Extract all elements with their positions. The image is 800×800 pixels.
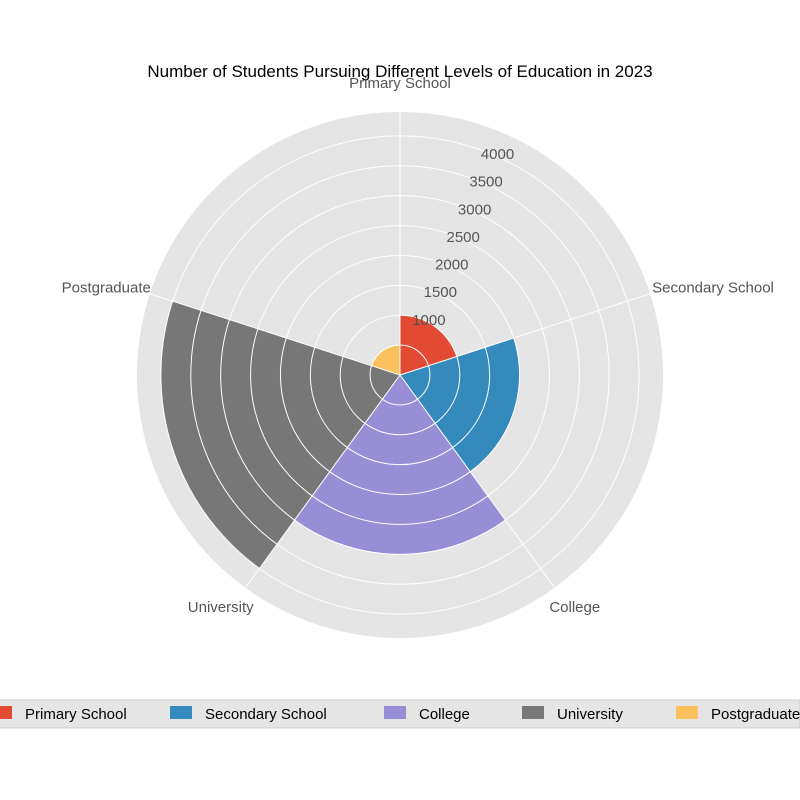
radial-tick-label: 1000 (412, 312, 445, 329)
grid-spoke (399, 374, 555, 589)
grid-spoke (399, 293, 651, 376)
legend: Primary School Secondary School College Uni… (0, 699, 800, 729)
legend-label-postgraduate: Postgraduate (711, 706, 800, 723)
radial-tick-label: 4000 (481, 146, 514, 163)
sector-postgraduate (371, 345, 400, 375)
sector-primary-school (400, 315, 457, 375)
legend-swatch-primary-school (0, 706, 12, 719)
radial-tick-label: 2500 (447, 229, 480, 246)
polar-grid (149, 112, 651, 615)
grid-spoke (149, 293, 401, 376)
legend-label-college: College (419, 706, 470, 723)
legend-swatch-secondary-school (170, 706, 192, 719)
radial-tick-label: 3500 (469, 174, 502, 191)
legend-label-primary-school: Primary School (25, 706, 127, 723)
category-label-postgraduate: Postgraduate (62, 280, 151, 297)
category-label-primary-school: Primary School (349, 75, 451, 92)
category-label-university: University (188, 599, 254, 616)
legend-swatch-college (384, 706, 406, 719)
chart-title: Number of Students Pursuing Different Le… (147, 62, 652, 81)
radial-tick-label: 3000 (458, 201, 491, 218)
category-label-secondary-school: Secondary School (652, 280, 774, 297)
legend-label-university: University (557, 706, 623, 723)
radial-tick-label: 2000 (435, 257, 468, 274)
legend-swatch-university (522, 706, 544, 719)
radial-tick-labels: 1000 1500 2000 2500 3000 3500 4000 (412, 146, 514, 329)
radial-tick-label: 1500 (424, 284, 457, 301)
category-labels: Primary School Secondary School College Uni… (62, 75, 774, 616)
grid-spoke (245, 374, 401, 589)
legend-swatch-postgraduate (676, 706, 698, 719)
category-label-college: College (549, 599, 600, 616)
legend-label-secondary-school: Secondary School (205, 706, 327, 723)
